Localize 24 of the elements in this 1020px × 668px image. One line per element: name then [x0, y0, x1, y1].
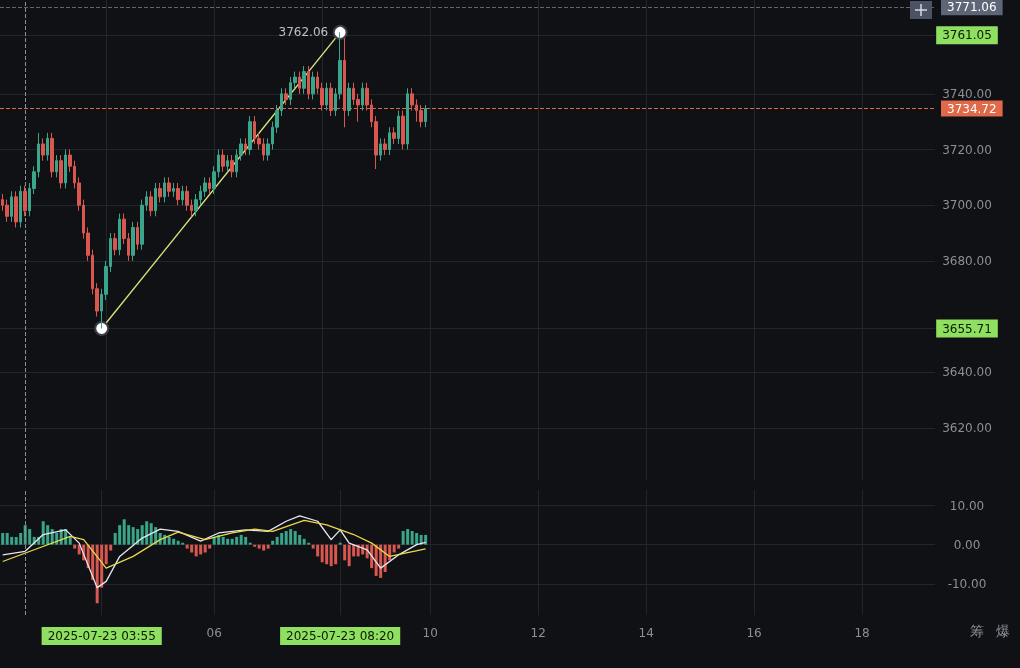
ref-line-label: 3771.06: [947, 0, 997, 15]
y-tick-label: 3740.00: [942, 86, 992, 101]
y-tick-label: 3640.00: [942, 365, 992, 380]
x-tick-label: 2025-07-23 08:20: [286, 629, 395, 643]
ref-line-label: 3734.72: [947, 101, 997, 116]
text: 筹: [970, 623, 984, 639]
y-tick-label: 0.00: [953, 537, 981, 552]
annotation: 3762.06: [278, 25, 329, 40]
y-tick-label: -10.00: [947, 576, 987, 591]
y-tick-label: 3620.00: [942, 420, 992, 435]
y-tick-label: 3680.00: [942, 253, 992, 268]
text: 爆: [996, 623, 1010, 639]
y-tick-label: 3761.05: [942, 28, 992, 43]
x-tick-label: 12: [530, 626, 546, 640]
y-tick-label: 3655.71: [942, 321, 992, 336]
y-tick-label: 3720.00: [942, 142, 992, 157]
x-tick-label: 06: [206, 626, 222, 640]
y-tick-label: 3700.00: [942, 198, 992, 213]
x-tick-label: 18: [854, 626, 870, 640]
x-tick-label: 10: [422, 626, 438, 640]
x-tick-label: 14: [638, 626, 654, 640]
x-tick-label: 16: [746, 626, 762, 640]
x-tick-label: 2025-07-23 03:55: [47, 629, 156, 643]
y-tick-label: 10.00: [949, 498, 985, 513]
